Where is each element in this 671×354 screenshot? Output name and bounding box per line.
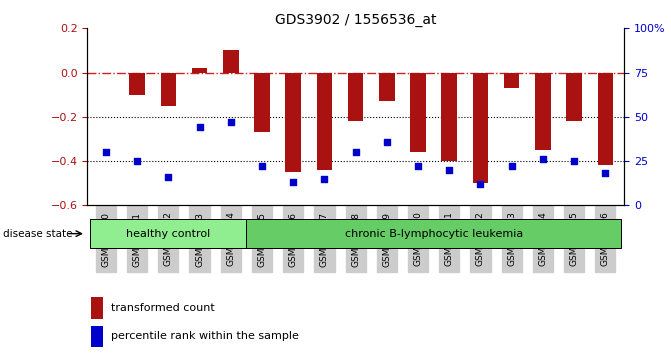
Bar <box>442 73 457 161</box>
Text: percentile rank within the sample: percentile rank within the sample <box>111 331 299 341</box>
Text: disease state: disease state <box>3 229 73 239</box>
Bar <box>535 73 551 150</box>
Text: healthy control: healthy control <box>126 229 211 239</box>
Point <box>475 181 486 187</box>
Point <box>101 149 111 155</box>
Point <box>256 164 267 169</box>
Point <box>225 119 236 125</box>
Bar <box>91 297 103 319</box>
Bar <box>285 73 301 172</box>
Bar <box>192 68 207 73</box>
Text: chronic B-lymphocytic leukemia: chronic B-lymphocytic leukemia <box>344 229 523 239</box>
Point <box>537 156 548 162</box>
Bar <box>379 73 395 101</box>
Bar <box>597 73 613 166</box>
Bar <box>130 73 145 95</box>
Bar <box>160 73 176 106</box>
Point <box>382 139 393 144</box>
Point <box>350 149 361 155</box>
Title: GDS3902 / 1556536_at: GDS3902 / 1556536_at <box>275 13 436 27</box>
Point <box>507 164 517 169</box>
Point <box>413 164 423 169</box>
Point <box>132 158 142 164</box>
Point <box>600 171 611 176</box>
Bar <box>317 73 332 170</box>
Text: transformed count: transformed count <box>111 303 215 313</box>
Point <box>288 179 299 185</box>
Bar <box>348 73 364 121</box>
Bar <box>223 51 239 73</box>
Bar <box>246 219 621 248</box>
Point <box>163 174 174 180</box>
Bar <box>91 219 246 248</box>
Bar <box>91 326 103 347</box>
Point <box>194 125 205 130</box>
Bar <box>472 73 488 183</box>
Bar <box>254 73 270 132</box>
Point <box>319 176 329 182</box>
Bar <box>410 73 426 152</box>
Bar <box>566 73 582 121</box>
Bar <box>504 73 519 88</box>
Point <box>444 167 455 173</box>
Point <box>569 158 580 164</box>
